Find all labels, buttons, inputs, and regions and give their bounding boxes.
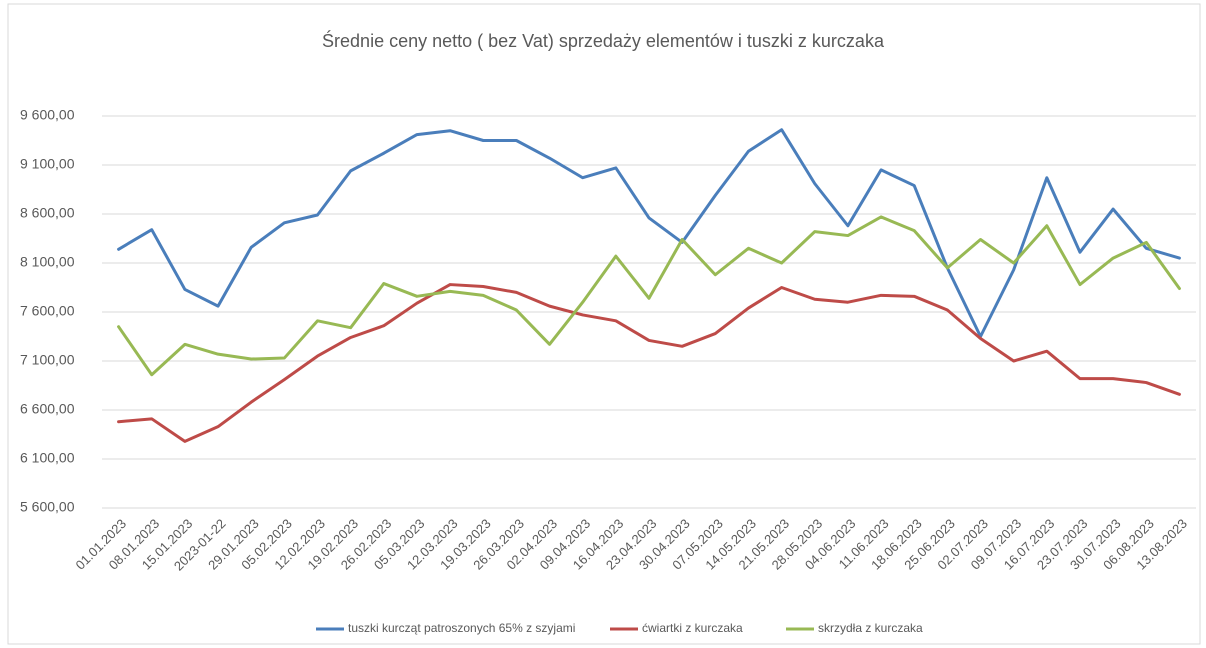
- line-series: [117, 283, 1181, 443]
- chart-title: Średnie ceny netto ( bez Vat) sprzedaży …: [322, 30, 885, 51]
- line-series: [117, 128, 1181, 338]
- legend-label: skrzydła z kurczaka: [818, 621, 923, 635]
- y-tick-label: 9 100,00: [20, 156, 75, 172]
- y-tick-label: 7 600,00: [20, 303, 75, 319]
- y-tick-label: 5 600,00: [20, 499, 75, 515]
- legend-label: tuszki kurcząt patroszonych 65% z szyjam…: [348, 621, 575, 635]
- chart-border: [7, 3, 1201, 645]
- y-tick-label: 6 600,00: [20, 401, 75, 417]
- y-tick-label: 9 600,00: [20, 107, 75, 123]
- y-tick-label: 8 600,00: [20, 205, 75, 221]
- legend-label: ćwiartki z kurczaka: [642, 621, 743, 635]
- line-series: [117, 215, 1181, 377]
- y-tick-label: 6 100,00: [20, 450, 75, 466]
- y-tick-label: 7 100,00: [20, 352, 75, 368]
- y-tick-label: 8 100,00: [20, 254, 75, 270]
